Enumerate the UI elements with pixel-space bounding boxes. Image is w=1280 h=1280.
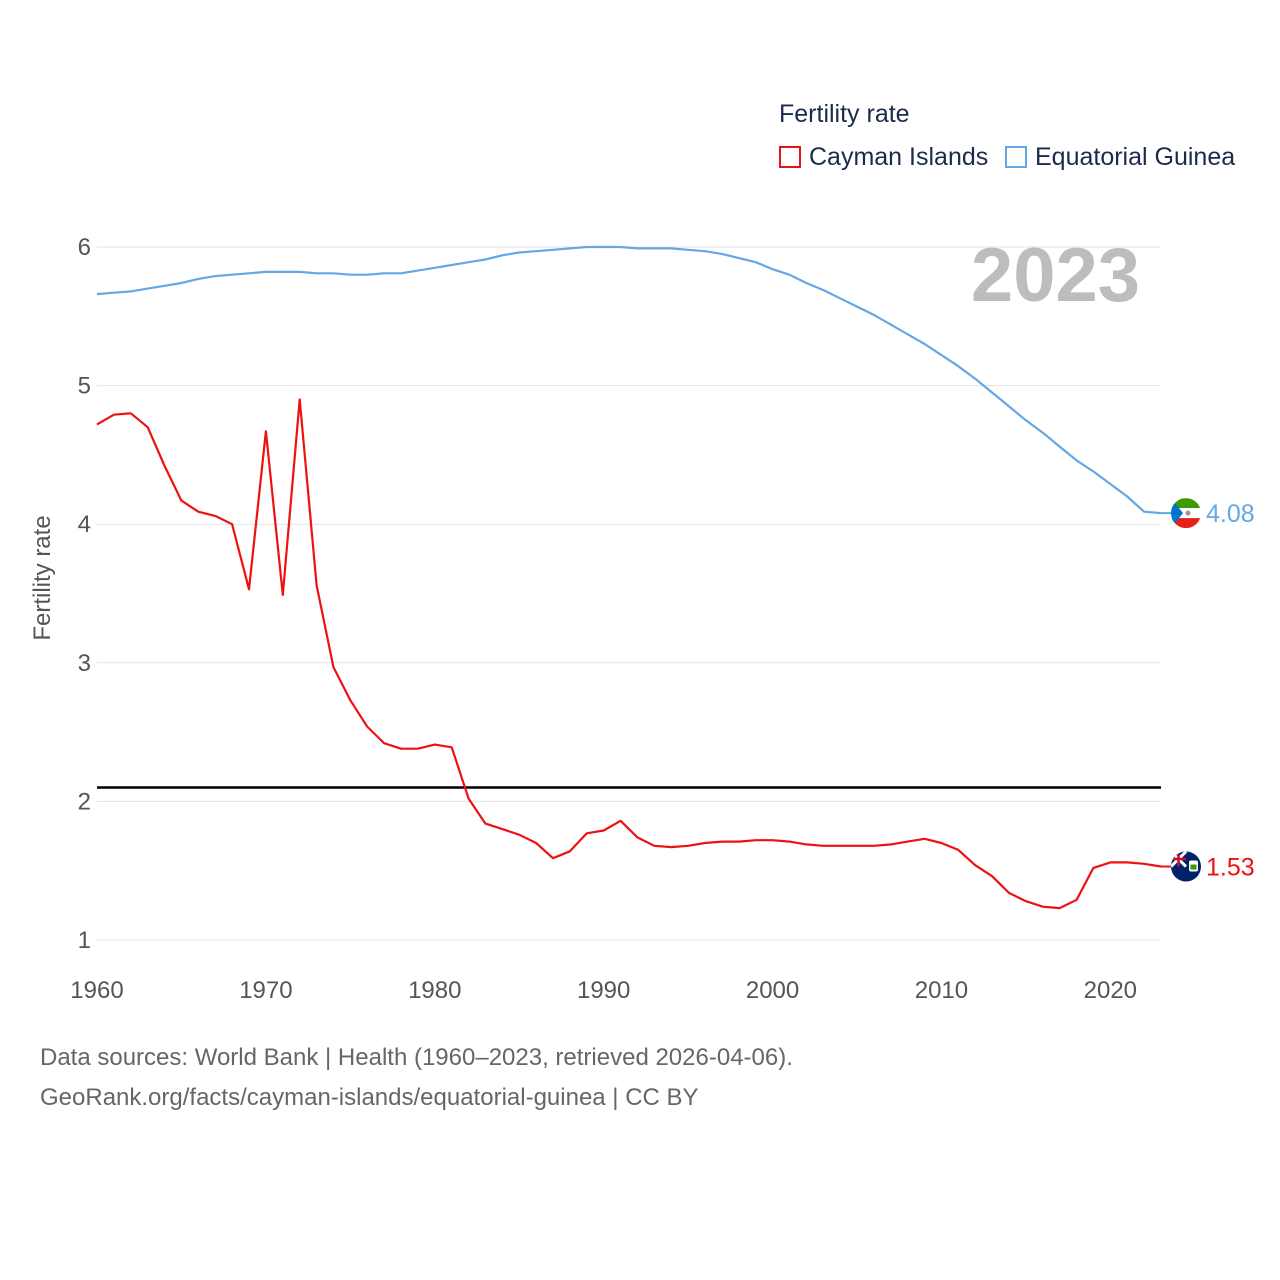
legend-swatch-cayman-islands [779,146,801,168]
end-value-label: 1.53 [1206,854,1255,882]
legend-item-cayman-islands[interactable]: Cayman Islands [779,142,988,172]
legend-label-cayman-islands: Cayman Islands [809,142,989,171]
y-tick-label: 6 [78,234,91,261]
x-tick-label: 2020 [1084,977,1137,1004]
x-tick-label: 1980 [408,977,461,1004]
x-tick-label: 1970 [239,977,292,1004]
x-tick-label: 1960 [70,977,123,1004]
x-tick-label: 2010 [915,977,968,1004]
source-line-2: GeoRank.org/facts/cayman-islands/equator… [40,1084,699,1111]
cayman-islands-flag-icon [1171,851,1201,882]
series-line-equatorial-guinea [96,245,1162,515]
x-tick-label: 1990 [577,977,630,1004]
legend-label-equatorial-guinea: Equatorial Guinea [1035,142,1236,171]
x-tick-label: 2000 [746,977,799,1004]
source-line-1: Data sources: World Bank | Health (1960–… [40,1044,793,1071]
legend-swatch-equatorial-guinea [1005,146,1027,168]
legend-title: Fertility rate [779,100,910,128]
y-tick-label: 3 [78,650,91,677]
y-tick-label: 2 [78,788,91,815]
end-value-label: 4.08 [1206,500,1255,528]
equatorial-guinea-flag-icon [1171,498,1201,529]
y-tick-label: 5 [78,373,91,400]
y-tick-label: 1 [78,927,91,954]
series-line-cayman-islands [96,398,1162,910]
y-tick-label: 4 [78,511,91,538]
legend-item-equatorial-guinea[interactable]: Equatorial Guinea [1005,142,1235,172]
